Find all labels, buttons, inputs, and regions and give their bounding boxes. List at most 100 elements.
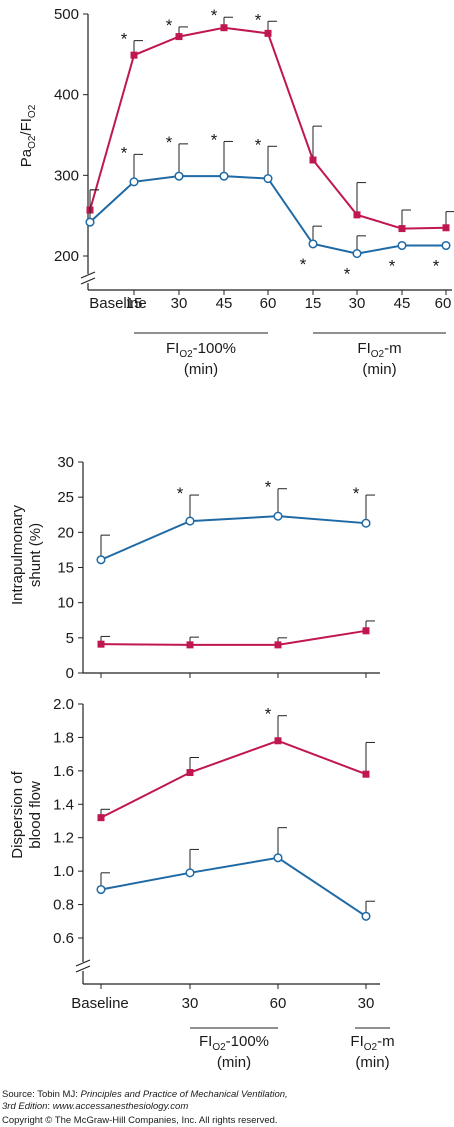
series-1: * * * *: [86, 6, 454, 233]
data-point-circle: [219, 171, 229, 181]
y-tick-label: 25: [57, 489, 74, 506]
x-tick-label: 60: [270, 995, 287, 1012]
data-point-circle: [185, 868, 195, 878]
data-point-square: [186, 641, 194, 649]
y-axis-label-line2: shunt (%): [27, 523, 44, 587]
y-axis-label: PaO2/FIO2: [18, 104, 38, 167]
series-line: [100, 515, 367, 561]
data-point-square: [130, 51, 138, 59]
axis-break-mark: [75, 959, 91, 967]
x-tick-label: 30: [182, 995, 199, 1012]
y-axis-label-text-part: Pa: [18, 148, 35, 167]
data-point-square: [220, 24, 228, 32]
x-tick-label: Baseline: [89, 295, 147, 312]
group-label-part: O2: [364, 1042, 378, 1053]
data-point-circle: [273, 511, 283, 521]
y-tick-label: 5: [66, 630, 74, 647]
data-point-square: [442, 224, 450, 232]
series-1: *: [97, 705, 375, 822]
site-link[interactable]: www.accessanesthesiology.com: [52, 1101, 189, 1112]
data-point-circle: [85, 217, 95, 227]
y-axis-label: Dispersion of blood flow: [9, 770, 44, 858]
significance-star: *: [166, 16, 173, 35]
data-point-circle: [273, 853, 283, 863]
significance-star: *: [300, 255, 307, 274]
group-label: FIO2-100%: [199, 1033, 269, 1053]
y-tick-label: 10: [57, 595, 74, 612]
axis-break-gap: [77, 962, 89, 971]
panel-3: 0.6 0.8 1.0 1.2 1.4 1.6 1.8 2.0 Dispersion of blo…: [9, 696, 395, 1070]
data-point-square: [274, 641, 282, 649]
data-point-circle: [352, 249, 362, 259]
significance-star: *: [166, 133, 173, 152]
series-line: [89, 175, 446, 255]
group-label-part: FI: [350, 1033, 363, 1050]
data-point-square: [362, 627, 370, 635]
y-tick-label: 15: [57, 560, 74, 577]
series-1: * * *: [96, 478, 375, 565]
x-tick-label: 15: [126, 295, 143, 312]
group-label-part: FI: [166, 340, 179, 357]
data-point-circle: [185, 516, 195, 526]
data-point-circle: [361, 518, 371, 528]
y-tick-label: 1.8: [53, 729, 74, 746]
x-tick-label: Baseline: [71, 995, 129, 1012]
significance-star: *: [265, 705, 272, 724]
group-label-part: FI: [357, 340, 370, 357]
source-prefix: Source: Tobin MJ:: [2, 1089, 81, 1100]
group-unit: (min): [355, 1054, 389, 1070]
series-line: [100, 629, 367, 646]
copyright: Copyright © The McGraw-Hill Companies, I…: [2, 1115, 278, 1126]
y-axis-label-text-part: O2: [27, 104, 38, 118]
y-axis-label-line1: Intrapulmonary: [9, 504, 26, 605]
series-line: [100, 856, 367, 918]
axis-break-mark: [75, 965, 91, 973]
figure-edition: 3rd Edition: www.accessanesthesiology.co…: [2, 1100, 188, 1113]
axis-break-mark: [80, 271, 96, 279]
data-point-circle: [96, 555, 106, 565]
significance-star: *: [265, 478, 272, 497]
y-tick-label: 2.0: [53, 696, 74, 713]
y-tick-label: 1.0: [53, 863, 74, 880]
significance-star: *: [433, 257, 440, 276]
y-axis-label-text-part: O2: [27, 135, 38, 149]
y-tick-label: 400: [54, 87, 79, 104]
group-label-part: -m: [377, 1033, 395, 1050]
data-point-circle: [441, 240, 451, 251]
x-tick-label: 15: [305, 295, 322, 312]
data-point-square: [186, 769, 194, 777]
y-tick-label: 0: [66, 665, 74, 682]
group-label-part: O2: [371, 349, 385, 360]
data-point-circle: [174, 171, 184, 181]
axis-break-mark: [80, 277, 96, 285]
significance-star: *: [211, 6, 218, 25]
data-point-circle: [361, 911, 371, 921]
y-tick-label: 20: [57, 524, 74, 541]
x-tick-label: 45: [394, 295, 411, 312]
group-unit: (min): [217, 1054, 251, 1070]
y-tick-label: 0.6: [53, 930, 74, 947]
significance-star: *: [353, 484, 360, 503]
data-point-circle: [308, 239, 318, 249]
figure-copyright: Copyright © The McGraw-Hill Companies, I…: [2, 1114, 278, 1127]
y-axis-label-line2: blood flow: [27, 781, 44, 849]
data-point-square: [175, 33, 183, 41]
group-unit: (min): [362, 361, 396, 378]
edition: 3rd Edition: [2, 1101, 48, 1112]
group-label: FIO2-m: [350, 1033, 394, 1053]
y-tick-label: 300: [54, 167, 79, 184]
data-point-circle: [129, 177, 139, 187]
series-line: [89, 26, 447, 230]
y-axis-label-text: PaO2/FIO2: [18, 104, 38, 167]
y-tick-label: 30: [57, 454, 74, 471]
y-axis-label-text-part: /FI: [18, 118, 35, 136]
significance-star: *: [255, 135, 262, 154]
series-2: [97, 620, 375, 649]
y-tick-label: 0.8: [53, 897, 74, 914]
x-tick-label: 60: [260, 295, 277, 312]
group-label: FIO2-m: [357, 340, 401, 360]
data-point-square: [97, 814, 105, 822]
panel-2: 0 5 10 15 20 25 30 Intrapulmonary shunt (%) * * *: [9, 454, 380, 682]
significance-star: *: [121, 30, 128, 49]
